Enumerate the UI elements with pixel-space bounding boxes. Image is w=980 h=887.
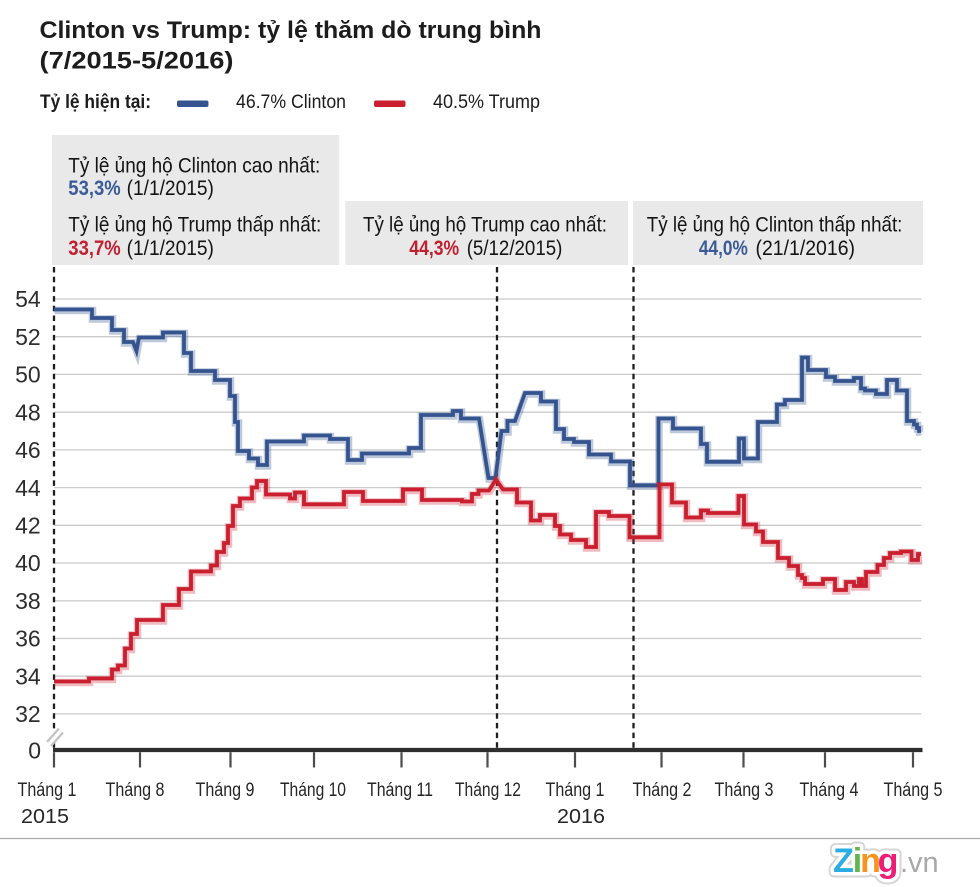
- svg-text:(7/2015-5/2016): (7/2015-5/2016): [40, 48, 234, 75]
- svg-text:n: n: [860, 842, 881, 880]
- svg-text:(1/1/2015): (1/1/2015): [127, 177, 214, 200]
- svg-text:(5/12/2015): (5/12/2015): [467, 237, 563, 260]
- svg-text:Tháng 9: Tháng 9: [196, 780, 255, 801]
- svg-text:Clinton vs Trump: tỷ lệ thăm d: Clinton vs Trump: tỷ lệ thăm dò trung bì…: [40, 17, 542, 44]
- svg-text:54: 54: [15, 286, 41, 312]
- svg-text:44,3%: 44,3%: [409, 237, 459, 260]
- svg-text:Tỷ lệ hiện tại:: Tỷ lệ hiện tại:: [40, 92, 151, 113]
- svg-text:46: 46: [15, 437, 41, 463]
- svg-text:48: 48: [15, 399, 41, 425]
- svg-text:0: 0: [28, 737, 41, 763]
- svg-text:44,0%: 44,0%: [699, 237, 748, 260]
- svg-text:Tháng 1: Tháng 1: [18, 780, 77, 801]
- svg-text:Tháng 11: Tháng 11: [367, 780, 433, 801]
- svg-text:Tháng 3: Tháng 3: [715, 780, 774, 801]
- svg-text:32: 32: [15, 701, 41, 727]
- svg-text:2016: 2016: [557, 806, 605, 828]
- svg-text:.vn: .vn: [900, 847, 939, 879]
- svg-text:Tháng 1: Tháng 1: [546, 780, 605, 801]
- svg-text:53,3%: 53,3%: [68, 177, 121, 200]
- svg-text:(1/1/2015): (1/1/2015): [127, 237, 214, 260]
- svg-text:Z: Z: [833, 842, 854, 880]
- svg-text:n: n: [860, 842, 881, 880]
- svg-text:Tỷ lệ ủng hộ Trump cao nhất:: Tỷ lệ ủng hộ Trump cao nhất:: [363, 214, 607, 237]
- svg-text:34: 34: [15, 663, 41, 689]
- svg-text:Tỷ lệ ủng hộ Clinton thấp nhất: Tỷ lệ ủng hộ Clinton thấp nhất:: [647, 214, 903, 237]
- svg-text:Tỷ lệ ủng hộ Clinton cao nhất:: Tỷ lệ ủng hộ Clinton cao nhất:: [68, 155, 320, 178]
- svg-text:40: 40: [15, 550, 41, 576]
- svg-text:Tháng 4: Tháng 4: [800, 780, 859, 801]
- svg-text:(21/1/2016): (21/1/2016): [756, 237, 856, 260]
- svg-text:36: 36: [15, 626, 41, 652]
- svg-text:40.5% Trump: 40.5% Trump: [433, 91, 540, 113]
- svg-text:i: i: [853, 842, 862, 880]
- svg-text:Z: Z: [833, 842, 854, 880]
- svg-text:42: 42: [15, 513, 41, 539]
- svg-text:Tháng 5: Tháng 5: [884, 780, 943, 801]
- svg-text:Tỷ lệ ủng hộ Trump thấp nhất:: Tỷ lệ ủng hộ Trump thấp nhất:: [68, 214, 321, 237]
- svg-text:i: i: [853, 842, 862, 880]
- svg-text:Tháng 10: Tháng 10: [280, 780, 346, 801]
- svg-text:38: 38: [15, 588, 41, 614]
- svg-text:g: g: [878, 842, 899, 880]
- svg-text:2015: 2015: [21, 806, 69, 828]
- svg-text:33,7%: 33,7%: [68, 237, 121, 260]
- svg-text:50: 50: [15, 362, 41, 388]
- svg-text:46.7% Clinton: 46.7% Clinton: [236, 91, 346, 113]
- svg-text:44: 44: [15, 475, 41, 501]
- svg-text:Tháng 8: Tháng 8: [106, 780, 165, 801]
- svg-text:g: g: [878, 842, 899, 880]
- svg-text:52: 52: [15, 324, 41, 350]
- svg-text:Tháng 2: Tháng 2: [633, 780, 692, 801]
- svg-text:Tháng 12: Tháng 12: [455, 780, 521, 801]
